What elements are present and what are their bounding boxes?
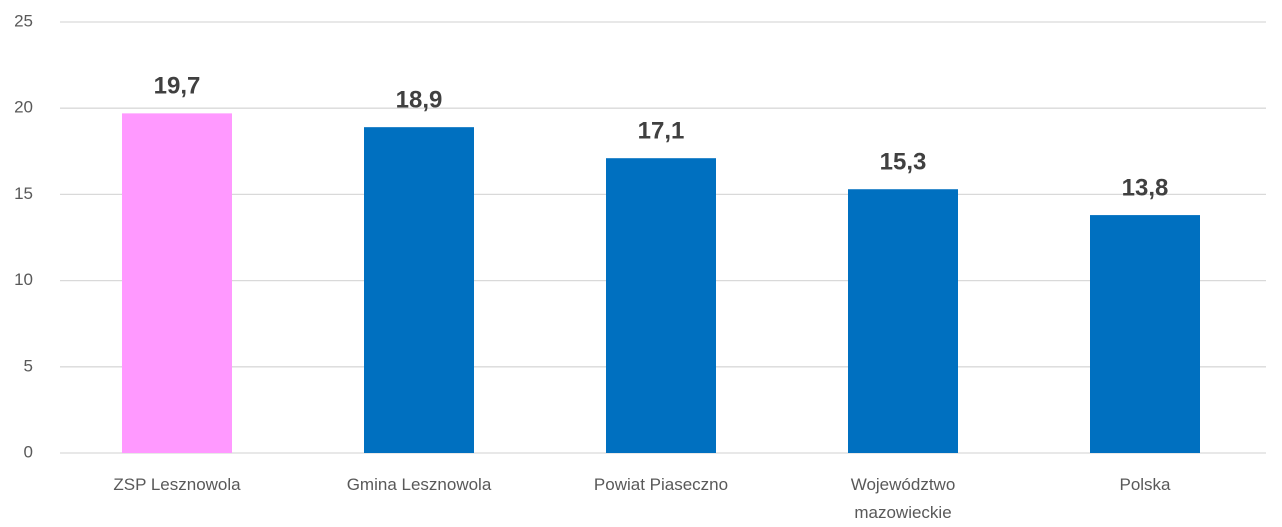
value-label: 19,7 — [154, 73, 201, 100]
y-tick-label: 15 — [14, 184, 33, 203]
x-tick-label: ZSP Lesznowola — [113, 475, 241, 494]
y-tick-label: 20 — [14, 98, 33, 117]
y-tick-label: 5 — [24, 356, 33, 375]
x-tick-label: Polska — [1119, 475, 1171, 494]
bar — [606, 158, 716, 454]
bar — [364, 127, 474, 453]
y-tick-label: 10 — [14, 270, 33, 289]
x-tick-label: Województwo mazowieckie — [850, 475, 956, 522]
bar — [848, 189, 958, 453]
y-tick-label: 0 — [24, 442, 33, 461]
y-tick-label: 25 — [14, 11, 33, 30]
x-tick-label: Powiat Piaseczno — [593, 475, 729, 494]
x-tick-label: Gmina Lesznowola — [346, 475, 492, 494]
value-label: 18,9 — [396, 87, 443, 114]
bar — [122, 113, 232, 453]
value-label: 13,8 — [1122, 174, 1169, 201]
bar — [1090, 215, 1200, 453]
value-label: 17,1 — [638, 118, 685, 145]
value-label: 15,3 — [880, 149, 927, 176]
